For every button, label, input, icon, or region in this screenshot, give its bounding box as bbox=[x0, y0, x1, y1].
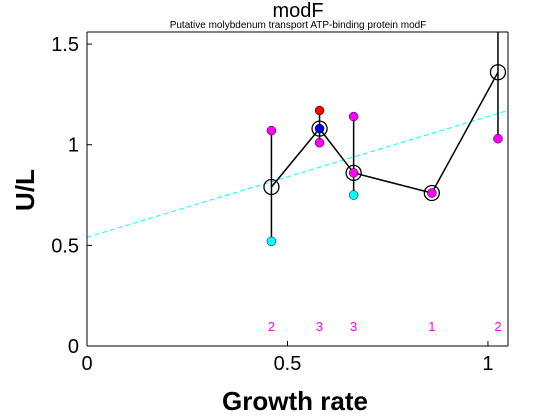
x-tick-label: 0 bbox=[81, 353, 92, 375]
count-label: 1 bbox=[428, 319, 435, 334]
y-tick-label: 1.5 bbox=[51, 34, 79, 56]
y-tick-label: 1 bbox=[68, 135, 79, 157]
mean-marker bbox=[423, 184, 440, 202]
count-label: 3 bbox=[350, 319, 357, 334]
replicate-point bbox=[266, 125, 277, 136]
replicate-point bbox=[348, 111, 359, 122]
count-label: 2 bbox=[494, 319, 501, 334]
x-tick-label: 0.5 bbox=[274, 353, 302, 375]
trend-line bbox=[86, 110, 509, 238]
count-label: 3 bbox=[316, 319, 323, 334]
mean-marker bbox=[311, 120, 328, 137]
replicate-point bbox=[348, 168, 359, 178]
y-tick-label: 0 bbox=[68, 336, 79, 358]
replicate-point bbox=[266, 236, 277, 247]
replicate-point bbox=[427, 188, 437, 198]
replicate-point bbox=[493, 133, 503, 144]
chart-subtitle: Putative molybdenum transport ATP-bindin… bbox=[170, 20, 427, 31]
x-axis-label: Growth rate bbox=[222, 386, 368, 416]
x-tick-label: 1 bbox=[482, 353, 493, 375]
replicate-point bbox=[314, 105, 325, 116]
replicate-point bbox=[348, 190, 359, 200]
mean-marker bbox=[263, 178, 280, 196]
chart-title: modF bbox=[272, 0, 323, 22]
count-label: 2 bbox=[268, 319, 275, 334]
axes: 0 0.5 1 0 0.5 1 1.5 bbox=[51, 31, 509, 375]
mean-marker bbox=[489, 64, 507, 81]
y-tick-label: 0.5 bbox=[51, 235, 79, 257]
mean-marker bbox=[345, 164, 362, 182]
plot-area bbox=[87, 32, 508, 346]
replicate-point bbox=[314, 123, 325, 134]
y-axis-label: U/L bbox=[10, 169, 40, 211]
plot-marks: 2 3 3 1 2 bbox=[86, 32, 509, 334]
replicate-point bbox=[314, 137, 325, 148]
